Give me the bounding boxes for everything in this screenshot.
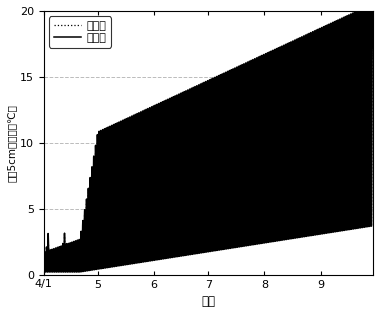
傾斜区 <box>162 131 166 135</box>
慣行区 <box>321 156 325 160</box>
慣行区 <box>162 138 166 142</box>
傾斜区 <box>321 152 325 156</box>
傾斜区 <box>370 2 375 6</box>
傾斜区 <box>366 140 370 143</box>
慣行区 <box>95 141 100 145</box>
慣行区 <box>366 144 370 148</box>
慣行区 <box>370 57 375 61</box>
傾斜区 <box>70 242 74 246</box>
傾斜区 <box>95 133 100 136</box>
Line: 傾斜区: 傾斜区 <box>44 4 373 272</box>
Legend: 慣行区, 傾斜区: 慣行区, 傾斜区 <box>49 16 111 48</box>
X-axis label: 月日: 月日 <box>201 295 215 308</box>
傾斜区 <box>370 46 375 50</box>
慣行区 <box>70 243 74 247</box>
慣行区 <box>370 16 375 20</box>
Line: 慣行区: 慣行区 <box>44 18 373 271</box>
慣行区 <box>41 269 46 272</box>
Y-axis label: 深々5cmの地温（℃）: 深々5cmの地温（℃） <box>7 104 17 182</box>
慣行区 <box>97 146 101 150</box>
傾斜区 <box>97 139 101 143</box>
傾斜区 <box>41 270 46 274</box>
